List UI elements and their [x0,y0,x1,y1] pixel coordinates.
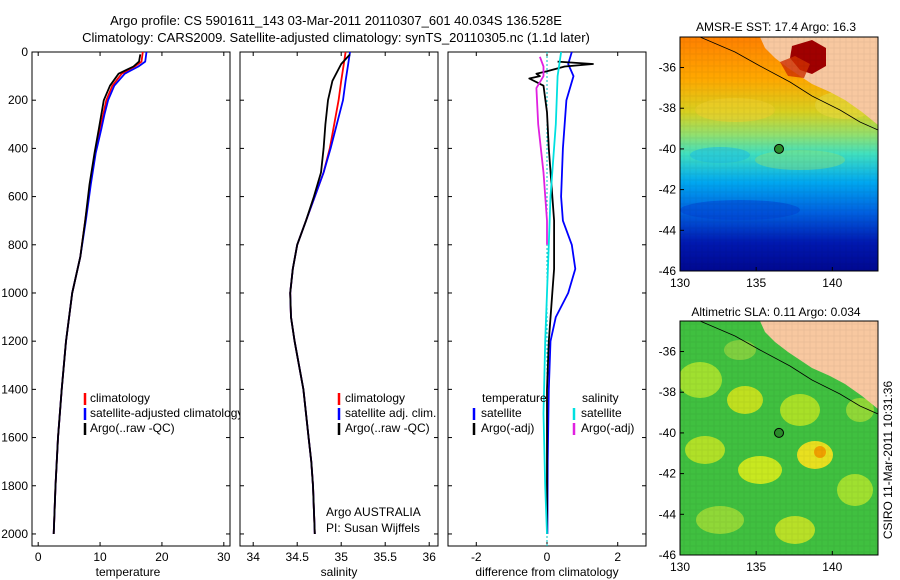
ytick-label: 600 [8,190,28,204]
title-line-2: Climatology: CARS2009. Satellite-adjuste… [82,30,590,45]
map-xtick-label: 130 [670,560,690,574]
sla-axes-box [679,320,879,556]
ytick-label: 2000 [1,527,28,541]
legend-temp-satellite: satellite [481,406,522,420]
sla-map: Altimetric SLA: 0.11 Argo: 0.034 130 135 1… [659,305,879,574]
difference-legend: temperature satellite Argo(-adj) salinit… [472,391,634,435]
map-ytick-label: -42 [659,183,677,197]
difference-panel: -2 0 2 temperature satellite Argo(-adj) sa… [447,51,647,579]
xtick-label: 2 [614,550,621,564]
xtick-label: 0 [35,550,42,564]
legend-sal-climatology: climatology [345,391,405,405]
xtick-label: 20 [155,550,169,564]
legend-sal-argo: Argo(..raw -QC) [345,421,430,435]
salinity-axes-box [239,51,439,547]
legend-sal-argoadj: Argo(-adj) [581,421,634,435]
series-line-2-3 [535,56,548,245]
map-ytick-label: -40 [659,142,677,156]
legend-salinity-title: salinity [582,391,619,405]
xtick-label: 35 [335,550,349,564]
temperature-xlabel: temperature [96,565,161,579]
ytick-label: 1200 [1,334,28,348]
ytick-label: 800 [8,238,28,252]
ytick-label: 0 [21,45,28,59]
map-ytick-label: -36 [659,61,677,75]
ytick-label: 1000 [1,286,28,300]
ytick-label: 200 [8,93,28,107]
salinity-xlabel: salinity [321,565,358,579]
map-ytick-label: -38 [659,101,677,115]
legend-sal-satellite: satellite adj. clim. [345,406,436,420]
map-xtick-label: 135 [746,560,766,574]
series-line-2-2 [542,51,562,535]
map-xtick-label: 135 [746,276,766,290]
series-line-2-1 [528,60,594,534]
map-xtick-label: 140 [822,276,842,290]
side-stamp: CSIRO 11-Mar-2011 10:31:36 [881,381,895,540]
sla-field [680,321,878,555]
legend-temp-argo: Argo(-adj) [481,421,534,435]
series-line-1-2 [289,53,351,535]
map-ytick-label: -46 [659,548,677,562]
annotation-argo-australia: Argo AUSTRALIA [326,505,421,519]
xtick-label: 34 [247,550,261,564]
sla-argo-marker [774,427,784,438]
ytick-label: 400 [8,141,28,155]
legend-climatology: climatology [90,391,150,405]
ytick-label: 1600 [1,431,28,445]
map-xtick-label: 130 [670,276,690,290]
sla-map-title: Altimetric SLA: 0.11 Argo: 0.034 [691,305,861,319]
salinity-panel: 34 34.5 35 35.5 36 climatology satellite adj… [239,51,439,579]
annotation-pi: PI: Susan Wijffels [326,521,420,535]
temperature-axes-box [31,51,231,547]
ytick-label: 1400 [1,382,28,396]
ytick-label: 1800 [1,479,28,493]
sst-axes-box [679,36,879,272]
difference-xlabel: difference from climatology [475,565,618,579]
series-line-0-2 [52,54,142,535]
xtick-label: 35.5 [374,550,398,564]
legend-sal-sat: satellite [581,406,622,420]
xtick-label: 36 [423,550,437,564]
xtick-label: 10 [93,550,107,564]
temperature-panel: 0 10 20 30 0 200 400 600 800 1000 1200 1400 1600 1800… [1,45,243,579]
map-ytick-label: -44 [659,223,677,237]
map-ytick-label: -38 [659,385,677,399]
sst-map: AMSR-E SST: 17.4 Argo: 16.3 [659,20,879,290]
sst-field [680,37,878,271]
legend-argo: Argo(..raw -QC) [90,421,175,435]
salinity-legend: climatology satellite adj. clim. Argo(..… [337,391,436,435]
title-line-1: Argo profile: CS 5901611_143 03-Mar-2011… [110,13,562,28]
sst-map-title: AMSR-E SST: 17.4 Argo: 16.3 [696,20,856,34]
legend-temperature-title: temperature [482,391,547,405]
map-ytick-label: -44 [659,507,677,521]
map-ytick-label: -40 [659,426,677,440]
map-ytick-label: -36 [659,345,677,359]
temperature-legend: climatology satellite-adjusted climatolo… [83,391,243,435]
map-xtick-label: 140 [822,560,842,574]
xtick-label: 30 [217,550,231,564]
sst-argo-marker [774,143,784,154]
series-line-2-0 [546,51,577,535]
map-ytick-label: -42 [659,467,677,481]
map-ytick-label: -46 [659,264,677,278]
xtick-label: 34.5 [286,550,310,564]
xtick-label: -2 [471,550,482,564]
xtick-label: 0 [544,550,551,564]
legend-satellite: satellite-adjusted climatology [90,406,243,420]
